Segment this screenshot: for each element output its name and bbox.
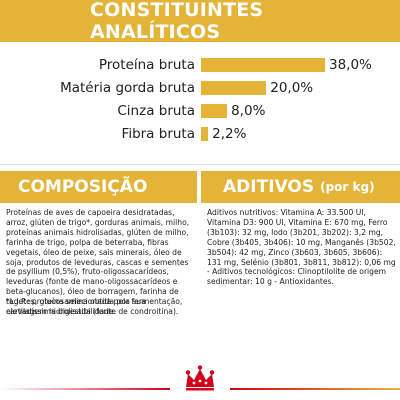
bar-row: Proteína bruta 38,0% xyxy=(0,54,400,76)
section-divider xyxy=(0,164,400,165)
bar-category-label: Proteína bruta xyxy=(98,57,195,73)
additives-title: ADITIVOS xyxy=(223,177,315,197)
composition-header: COMPOSIÇÃO xyxy=(0,171,197,203)
bar-category-label: Cinza bruta xyxy=(117,103,195,119)
royal-crown-logo xyxy=(185,365,215,391)
additives-header: ADITIVOS (por kg) xyxy=(201,171,400,203)
composition-title: COMPOSIÇÃO xyxy=(18,177,148,197)
bar xyxy=(201,104,228,118)
bar-category-label: Fibra bruta xyxy=(121,126,195,142)
bar-category-label: Matéria gorda bruta xyxy=(60,80,195,96)
bar-row: Cinza bruta 8,0% xyxy=(0,100,400,122)
bar xyxy=(201,127,209,141)
additives-text: Aditivos nutritivos: Vitamina A: 33.500 … xyxy=(207,208,396,287)
additives-unit: (por kg) xyxy=(320,180,375,194)
bar-row: Matéria gorda bruta 20,0% xyxy=(0,77,400,99)
footer-line-left xyxy=(0,388,170,390)
analytical-bar-chart: Proteína bruta 38,0% Matéria gorda bruta 20… xyxy=(0,48,400,158)
bar-value-label: 8,0% xyxy=(231,103,266,119)
bar-value-label: 20,0% xyxy=(270,80,314,96)
constituents-title: CONSTITUINTES ANALÍTICOS xyxy=(90,0,264,43)
composition-text: Proteínas de aves de capoeira desidratad… xyxy=(6,208,190,317)
bar-value-label: 38,0% xyxy=(329,57,372,73)
bar xyxy=(201,81,267,95)
bar xyxy=(201,58,325,72)
bar-row: Fibra bruta 2,2% xyxy=(0,123,400,145)
composition-footnote: *L.I.P.: proteína selecionada pela sua e… xyxy=(6,297,146,316)
bar-value-label: 2,2% xyxy=(212,126,247,142)
constituents-header: CONSTITUINTES ANALÍTICOS xyxy=(0,0,400,43)
footer-line-right xyxy=(230,388,400,390)
